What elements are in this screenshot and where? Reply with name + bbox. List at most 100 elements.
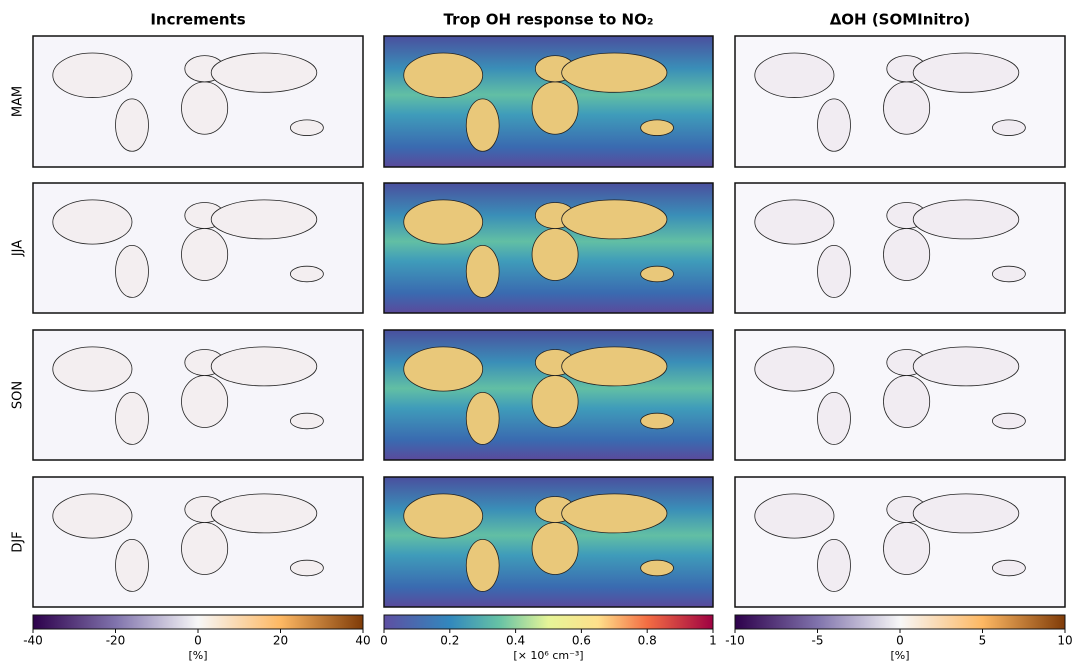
land xyxy=(115,98,149,152)
land xyxy=(754,199,835,245)
land xyxy=(403,346,484,392)
colorbar-label: [%] xyxy=(890,649,909,662)
land xyxy=(289,412,324,430)
land xyxy=(115,539,149,592)
land xyxy=(531,375,579,428)
land xyxy=(403,493,484,539)
land xyxy=(531,81,579,135)
land xyxy=(817,244,851,298)
land xyxy=(52,199,133,245)
land xyxy=(115,391,149,445)
colorbar-tick-label: -20 xyxy=(106,634,126,648)
land xyxy=(754,493,835,539)
map-frame xyxy=(383,476,714,608)
land xyxy=(210,493,318,534)
row-label: MAM xyxy=(11,86,26,117)
land xyxy=(289,265,324,283)
land xyxy=(531,522,579,575)
land xyxy=(115,244,149,298)
colorbar xyxy=(32,614,364,630)
land xyxy=(289,119,324,136)
land xyxy=(531,228,579,281)
land xyxy=(992,412,1026,430)
map-frame xyxy=(734,329,1066,461)
map-frame xyxy=(734,182,1066,314)
colorbar-label: [× 10⁶ cm⁻³] xyxy=(513,649,583,662)
land xyxy=(992,559,1026,577)
land xyxy=(465,391,500,445)
land xyxy=(817,391,851,445)
map-frame xyxy=(32,35,364,168)
row-label: DJF xyxy=(11,531,26,552)
land xyxy=(403,199,484,245)
colorbar xyxy=(383,614,714,630)
land xyxy=(465,98,500,152)
map-frame xyxy=(32,476,364,608)
colorbar-label: [%] xyxy=(188,649,207,662)
land xyxy=(640,412,674,430)
colorbar-tick-label: 1 xyxy=(709,634,717,648)
map-frame xyxy=(383,35,714,168)
land xyxy=(52,346,133,392)
map-frame xyxy=(734,476,1066,608)
land xyxy=(817,539,851,592)
land xyxy=(561,493,668,534)
land xyxy=(883,228,931,281)
colorbar-tick-label: 0.6 xyxy=(572,634,591,648)
land xyxy=(912,493,1020,534)
land xyxy=(181,81,229,135)
land xyxy=(817,98,851,152)
map-frame xyxy=(32,329,364,461)
land xyxy=(992,265,1026,283)
land xyxy=(992,119,1026,136)
colorbar-tick-label: -5 xyxy=(812,634,824,648)
colorbar-tick-label: 0.4 xyxy=(506,634,525,648)
land xyxy=(561,52,668,93)
land xyxy=(640,265,674,283)
colorbar-tick-label: 0.8 xyxy=(638,634,657,648)
land xyxy=(181,228,229,281)
land xyxy=(210,346,318,387)
land xyxy=(640,559,674,577)
land xyxy=(465,244,500,298)
row-label: JJA xyxy=(11,240,26,257)
land xyxy=(754,52,835,98)
land xyxy=(883,522,931,575)
land xyxy=(52,52,133,98)
land xyxy=(912,52,1020,93)
row-label: SON xyxy=(11,381,26,409)
colorbar-tick-label: 5 xyxy=(979,634,987,648)
column-title: ΔOH (SOMInitro) xyxy=(830,11,971,29)
colorbar-tick-label: -10 xyxy=(725,634,745,648)
land xyxy=(210,199,318,240)
colorbar-tick-label: 0 xyxy=(380,634,388,648)
land xyxy=(640,119,674,136)
colorbar-tick-label: -40 xyxy=(23,634,43,648)
land xyxy=(289,559,324,577)
colorbar-tick-label: 20 xyxy=(273,634,288,648)
map-frame xyxy=(32,182,364,314)
land xyxy=(561,346,668,387)
colorbar xyxy=(734,614,1066,630)
land xyxy=(181,375,229,428)
land xyxy=(561,199,668,240)
land xyxy=(883,375,931,428)
land xyxy=(210,52,318,93)
land xyxy=(465,539,500,592)
map-frame xyxy=(734,35,1066,168)
colorbar-tick-label: 0.2 xyxy=(440,634,459,648)
map-frame xyxy=(383,329,714,461)
map-frame xyxy=(383,182,714,314)
column-title: Trop OH response to NO₂ xyxy=(444,11,654,29)
colorbar-tick-label: 0 xyxy=(194,634,202,648)
land xyxy=(912,199,1020,240)
colorbar-tick-label: 40 xyxy=(355,634,370,648)
land xyxy=(912,346,1020,387)
land xyxy=(883,81,931,135)
land xyxy=(403,52,484,98)
land xyxy=(181,522,229,575)
colorbar-tick-label: 0 xyxy=(896,634,904,648)
column-title: Increments xyxy=(150,11,245,29)
